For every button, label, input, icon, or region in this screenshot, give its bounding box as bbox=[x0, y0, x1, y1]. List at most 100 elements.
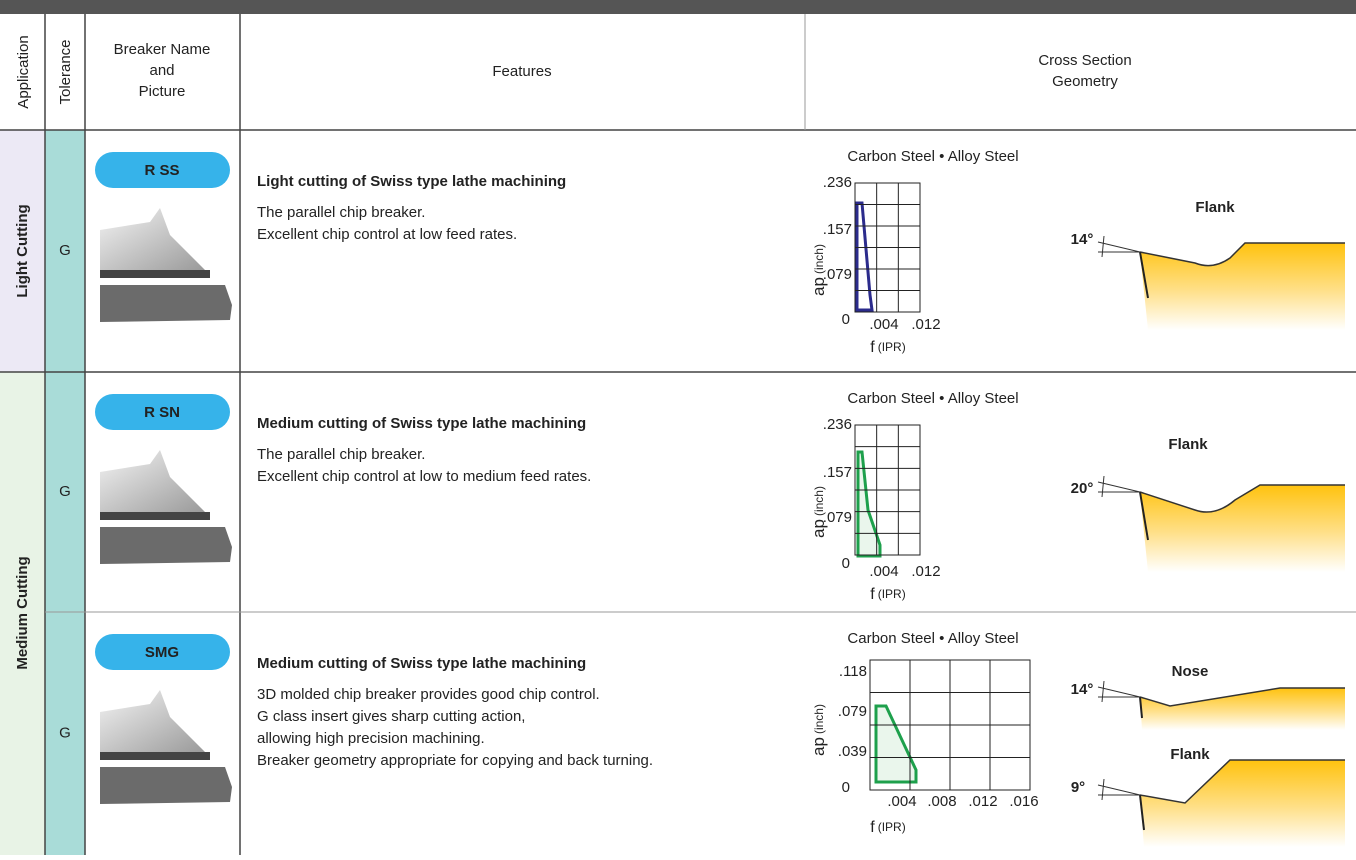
geometry-fill bbox=[1140, 688, 1345, 730]
x-tick-label: .012 bbox=[911, 316, 940, 333]
geometry-angle: 14° bbox=[1071, 231, 1094, 248]
x-label: f bbox=[870, 586, 875, 603]
geometry-view: Flank bbox=[1170, 746, 1210, 763]
table-lines bbox=[0, 14, 1356, 855]
y-axis-label: ap (inch) bbox=[809, 704, 828, 756]
y-tick-label: .118 bbox=[839, 663, 867, 680]
feature-line: The parallel chip breaker. bbox=[257, 446, 425, 463]
y-tick-label: .039 bbox=[838, 743, 867, 760]
insert-top bbox=[100, 208, 205, 270]
y-axis-label: ap (inch) bbox=[809, 486, 828, 538]
chart-frame bbox=[869, 659, 1031, 791]
y-label: ap bbox=[809, 737, 828, 756]
insert-band bbox=[100, 512, 210, 520]
y-tick-label: 0 bbox=[842, 555, 850, 572]
feature-line: allowing high precision machining. bbox=[257, 730, 485, 747]
insert-band bbox=[100, 752, 210, 760]
tolerance: G bbox=[59, 724, 71, 741]
geometry-outline bbox=[1139, 484, 1345, 513]
geometry-outline bbox=[1139, 687, 1345, 707]
header-tolerance: Tolerance bbox=[57, 39, 74, 104]
row: G SMG Medium cutting of Swiss type lathe m… bbox=[59, 630, 1345, 847]
insert-bottom bbox=[100, 767, 232, 804]
x-tick-label: .004 bbox=[869, 316, 898, 333]
chart-title: Carbon Steel • Alloy Steel bbox=[847, 148, 1018, 165]
x-unit: (IPR) bbox=[878, 340, 906, 354]
x-tick-label: .016 bbox=[1009, 793, 1038, 810]
y-tick-label: 0 bbox=[842, 311, 850, 328]
header-features: Features bbox=[492, 63, 551, 80]
geometry-outline bbox=[1139, 759, 1345, 804]
breaker-name: SMG bbox=[145, 644, 179, 661]
y-tick-label: .079 bbox=[838, 703, 867, 720]
angle-line bbox=[1097, 481, 1141, 493]
y-tick-label: .157 bbox=[823, 221, 852, 238]
geometry-outline bbox=[1139, 242, 1345, 267]
header-geometry: Geometry bbox=[1052, 73, 1118, 90]
header-breaker: and bbox=[149, 62, 174, 79]
geometry-view: Flank bbox=[1168, 436, 1208, 453]
y-unit: (inch) bbox=[812, 244, 826, 274]
y-axis-label: ap (inch) bbox=[809, 244, 828, 296]
geometry-angle: 9° bbox=[1071, 779, 1085, 796]
x-unit: (IPR) bbox=[878, 587, 906, 601]
insert-bottom bbox=[100, 285, 232, 322]
feature-line: The parallel chip breaker. bbox=[257, 204, 425, 221]
chart-frame bbox=[854, 182, 921, 313]
feature-line: G class insert gives sharp cutting actio… bbox=[257, 708, 525, 725]
angle-tick bbox=[1101, 778, 1105, 801]
application: Medium Cutting bbox=[14, 556, 31, 669]
chart-title: Carbon Steel • Alloy Steel bbox=[847, 630, 1018, 647]
y-tick-label: .236 bbox=[823, 174, 852, 191]
y-tick-label: .236 bbox=[823, 416, 852, 433]
geometry-edge bbox=[1139, 794, 1145, 831]
geometry-angle: 20° bbox=[1071, 480, 1094, 497]
range-area bbox=[855, 201, 874, 312]
y-tick-label: 0 bbox=[842, 779, 850, 796]
feature-title: Medium cutting of Swiss type lathe machi… bbox=[257, 655, 586, 672]
angle-line bbox=[1097, 241, 1141, 253]
row: G R SS Light cutting of Swiss type lathe m… bbox=[59, 148, 1345, 356]
geometry-fill bbox=[1140, 243, 1345, 330]
tolerance: G bbox=[59, 242, 71, 259]
header-breaker: Picture bbox=[139, 83, 186, 100]
range-area bbox=[856, 450, 882, 558]
tolerance-bg bbox=[45, 130, 85, 855]
insert-top bbox=[100, 690, 205, 752]
x-tick-label: .012 bbox=[968, 793, 997, 810]
x-tick-label: .004 bbox=[887, 793, 916, 810]
feature-line: 3D molded chip breaker provides good chi… bbox=[257, 686, 600, 703]
breaker-name: R SN bbox=[144, 404, 180, 421]
y-unit: (inch) bbox=[812, 704, 826, 734]
x-label: f bbox=[870, 339, 875, 356]
y-label: ap bbox=[809, 277, 828, 296]
x-label: f bbox=[870, 819, 875, 836]
angle-tick bbox=[1101, 680, 1105, 703]
app-bg bbox=[0, 372, 45, 855]
insert-band bbox=[100, 270, 210, 278]
x-tick-label: .012 bbox=[911, 563, 940, 580]
feature-line: Excellent chip control at low feed rates… bbox=[257, 226, 517, 243]
y-tick-label: .079 bbox=[823, 266, 852, 283]
breaker-pill bbox=[95, 394, 230, 430]
row: G R SN Medium cutting of Swiss type lathe … bbox=[59, 390, 1345, 603]
x-axis-label: f (IPR) bbox=[870, 586, 905, 603]
angle-line bbox=[1097, 686, 1141, 698]
x-tick-label: .004 bbox=[869, 563, 898, 580]
top-bar bbox=[0, 0, 1356, 14]
insert-top bbox=[100, 450, 205, 512]
geometry-angle: 14° bbox=[1071, 681, 1094, 698]
breaker-pill bbox=[95, 152, 230, 188]
angle-tick bbox=[1101, 475, 1105, 498]
tolerance: G bbox=[59, 483, 71, 500]
header-breaker: Breaker Name bbox=[114, 41, 211, 58]
angle-line bbox=[1097, 784, 1141, 796]
y-tick-label: .157 bbox=[823, 464, 852, 481]
y-unit: (inch) bbox=[812, 486, 826, 516]
angle-tick bbox=[1101, 235, 1105, 258]
geometry-view: Nose bbox=[1172, 663, 1209, 680]
geometry-view: Flank bbox=[1195, 199, 1235, 216]
breaker-pill bbox=[95, 634, 230, 670]
y-label: ap bbox=[809, 519, 828, 538]
